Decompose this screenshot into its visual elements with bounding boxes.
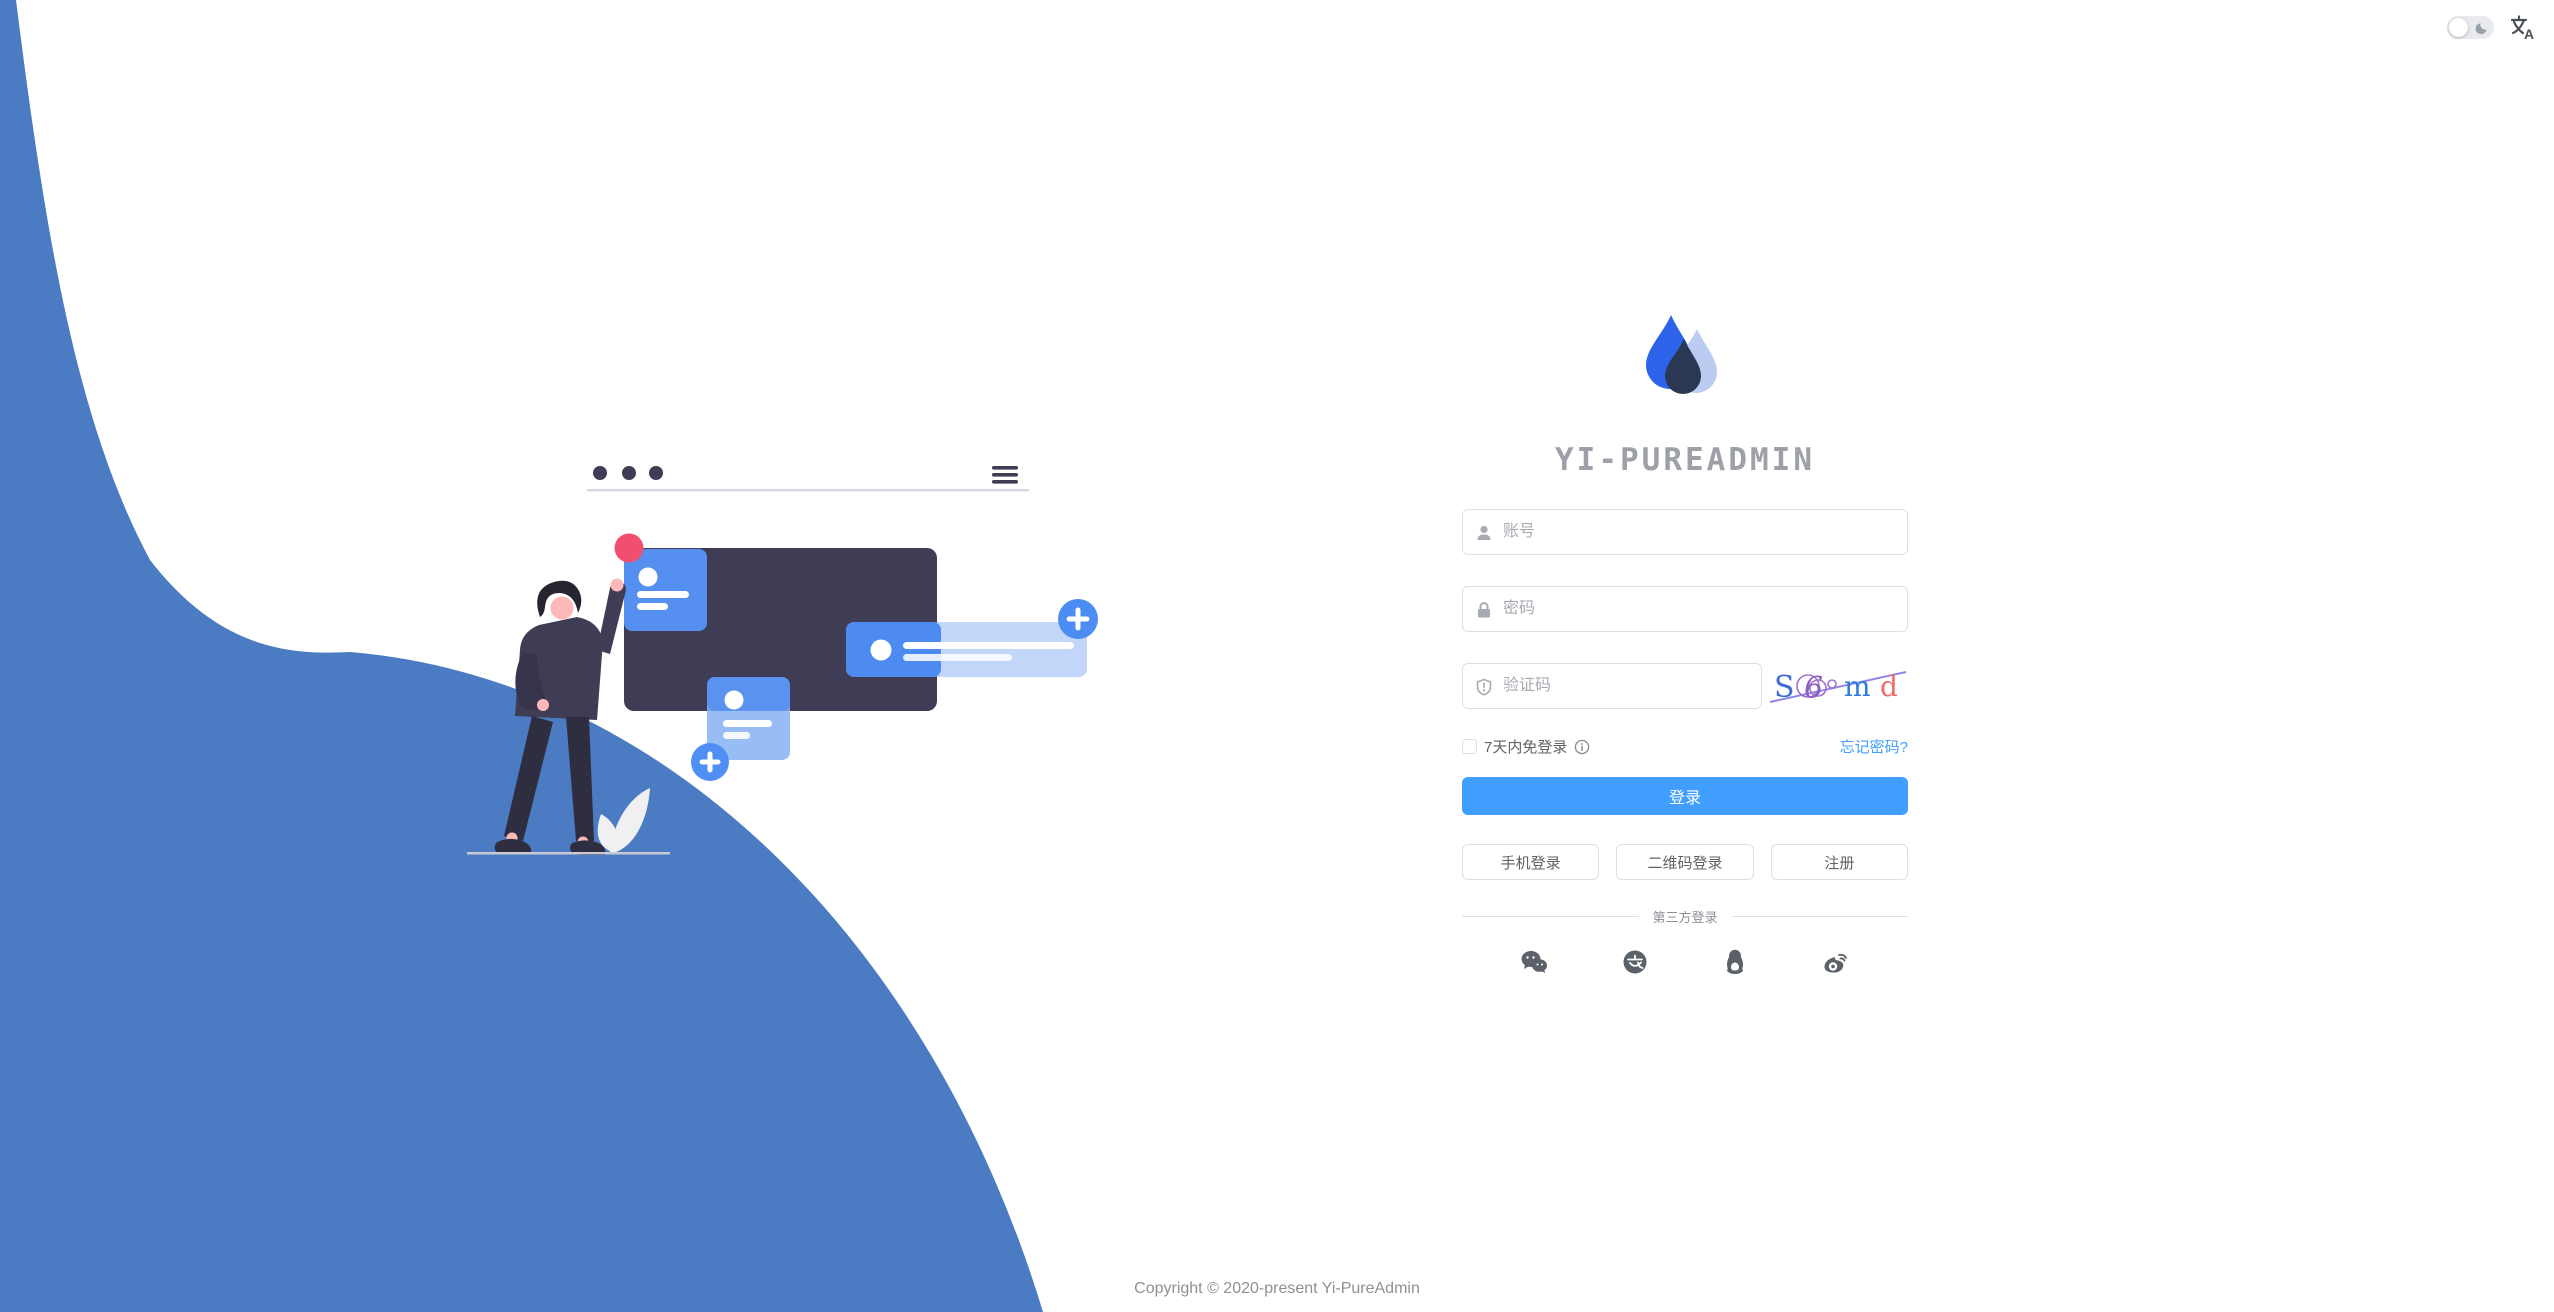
captcha-image[interactable]: S 6 m d: [1768, 664, 1908, 708]
captcha-char: S: [1774, 670, 1795, 705]
wechat-icon: [1521, 951, 1547, 973]
menu-icon: [992, 466, 1018, 484]
top-controls: A: [2447, 12, 2538, 42]
captcha-char: 6: [1804, 671, 1823, 706]
toggle-knob: [2449, 17, 2468, 37]
translate-icon: A: [2510, 15, 2534, 41]
account-input[interactable]: [1463, 510, 1907, 554]
password-input[interactable]: [1463, 587, 1907, 631]
options-row: 7天内免登录 忘记密码?: [1462, 736, 1908, 757]
captcha-field: [1462, 663, 1762, 709]
brand-drop-logo-icon: [1646, 315, 1717, 394]
leaf: [597, 788, 650, 853]
user-icon: [1477, 525, 1491, 540]
social-login-row: [1462, 948, 1908, 976]
qq-icon: [1727, 949, 1744, 974]
qq-login-button[interactable]: [1721, 948, 1749, 976]
register-button[interactable]: 注册: [1770, 844, 1908, 880]
divider-line: [1731, 916, 1909, 917]
login-panel: YI-PUREADMIN: [1462, 313, 1909, 976]
password-field: [1462, 586, 1908, 632]
remember-checkbox-row[interactable]: 7天内免登录: [1462, 736, 1590, 757]
remember-checkbox[interactable]: [1462, 739, 1477, 754]
captcha-char: m: [1844, 670, 1871, 703]
third-party-divider: 第三方登录: [1462, 907, 1909, 926]
language-switch-button[interactable]: A: [2508, 12, 2538, 42]
divider-line: [1462, 916, 1639, 917]
copyright-footer: Copyright © 2020-present Yi-PureAdmin: [1134, 1280, 1420, 1297]
wave-shape: [0, 0, 1043, 1312]
person-illustration: [494, 578, 626, 855]
plus-icon: [1058, 599, 1098, 639]
shield-icon: [1476, 678, 1492, 696]
red-dot: [614, 533, 644, 563]
alt-login-row: 手机登录 二维码登录 注册: [1462, 844, 1908, 880]
phone-login-button[interactable]: 手机登录: [1462, 844, 1600, 880]
lock-icon: [1478, 602, 1490, 618]
alipay-icon: [1623, 950, 1647, 974]
weibo-icon: [1824, 953, 1847, 973]
captcha-row: S 6 m d: [1462, 663, 1908, 709]
weibo-login-button[interactable]: [1822, 948, 1850, 976]
illustration-card-top: [624, 549, 707, 631]
alipay-login-button[interactable]: [1621, 948, 1649, 976]
qrcode-login-button[interactable]: 二维码登录: [1616, 844, 1754, 880]
wechat-login-button[interactable]: [1520, 948, 1548, 976]
info-icon: [1575, 739, 1590, 754]
captcha-input[interactable]: [1463, 664, 1761, 708]
remember-label: 7天内免登录: [1484, 739, 1568, 756]
illustration-window-bar: [587, 466, 1029, 492]
captcha-char: d: [1880, 670, 1898, 703]
dark-mode-toggle[interactable]: [2447, 15, 2494, 39]
moon-icon: [2475, 22, 2487, 34]
ground-line: [467, 852, 670, 855]
svg-text:A: A: [2524, 26, 2534, 41]
illustration-notification: [846, 599, 1098, 677]
account-field: [1462, 509, 1908, 555]
logo: [1462, 313, 1908, 415]
plus-icon: [691, 743, 729, 781]
divider-label: 第三方登录: [1652, 910, 1718, 925]
login-button[interactable]: 登录: [1462, 777, 1908, 815]
illustration-card-center: [691, 677, 790, 781]
brand-title: YI-PUREADMIN: [1555, 442, 1815, 478]
forgot-password-link[interactable]: 忘记密码?: [1839, 739, 1908, 756]
